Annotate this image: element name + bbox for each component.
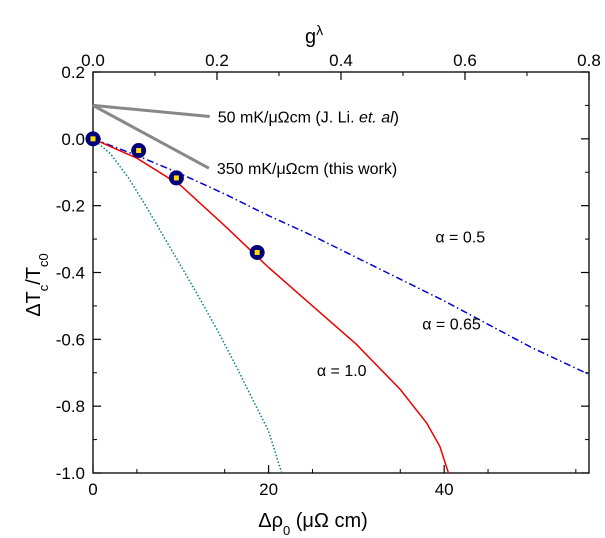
reference-line-label: 50 mK/μΩcm (J. Li. et. al) <box>218 109 399 126</box>
series-lines <box>92 138 590 474</box>
x2-tick-label: 0.2 <box>205 51 229 70</box>
data-point-center <box>90 136 96 142</box>
x-axis-title: Δρ0 (μΩ cm) <box>258 510 368 538</box>
y-tick-label: -0.4 <box>56 264 85 283</box>
x-tick-label: 0 <box>88 480 97 499</box>
reference-line <box>92 103 210 118</box>
plot-border <box>92 71 590 474</box>
x2-tick-label: 0.8 <box>577 51 601 70</box>
plot-frame <box>92 71 590 474</box>
curve-annotation: α = 0.5 <box>435 229 485 246</box>
annotations: α = 0.5 α = 0.65 α = 1.0 <box>317 229 485 380</box>
data-point-center <box>136 148 142 154</box>
y-tick-label: -0.2 <box>56 197 85 216</box>
y-tick-label: -0.6 <box>56 330 85 349</box>
series-line <box>92 138 450 474</box>
series-line <box>92 138 590 376</box>
y-tick-label: 0.0 <box>61 130 85 149</box>
curve-annotation: α = 0.65 <box>422 316 481 333</box>
reference-line <box>92 104 210 170</box>
x2-tick-label: 0.6 <box>453 51 477 70</box>
series-line <box>92 138 283 474</box>
y-tick-label: -0.8 <box>56 397 85 416</box>
data-point-center <box>254 249 260 255</box>
x-tick-label: 40 <box>435 480 454 499</box>
curve-annotation: α = 1.0 <box>317 363 367 380</box>
reference-lines: 50 mK/μΩcm (J. Li. et. al) 350 mK/μΩcm (t… <box>92 103 399 178</box>
y-tick-label: 0.2 <box>61 63 85 82</box>
reference-line-label: 350 mK/μΩcm (this work) <box>217 161 397 178</box>
y-axis-title: ΔTc/Tc0 <box>23 253 51 317</box>
x2-axis-title: gλ <box>305 22 323 48</box>
x-tick-label: 20 <box>259 480 278 499</box>
data-point-center <box>173 175 179 181</box>
data-points <box>85 131 265 260</box>
tick-labels: 0 20 400.0 0.2 0.4 0.6 0.80.20.0-0.2-0.4-0.6-0… <box>56 51 601 499</box>
x2-tick-label: 0.4 <box>329 51 353 70</box>
y-tick-label: -1.0 <box>56 464 85 483</box>
axis-ticks <box>92 71 590 474</box>
x2-tick-label: 0.0 <box>81 51 105 70</box>
